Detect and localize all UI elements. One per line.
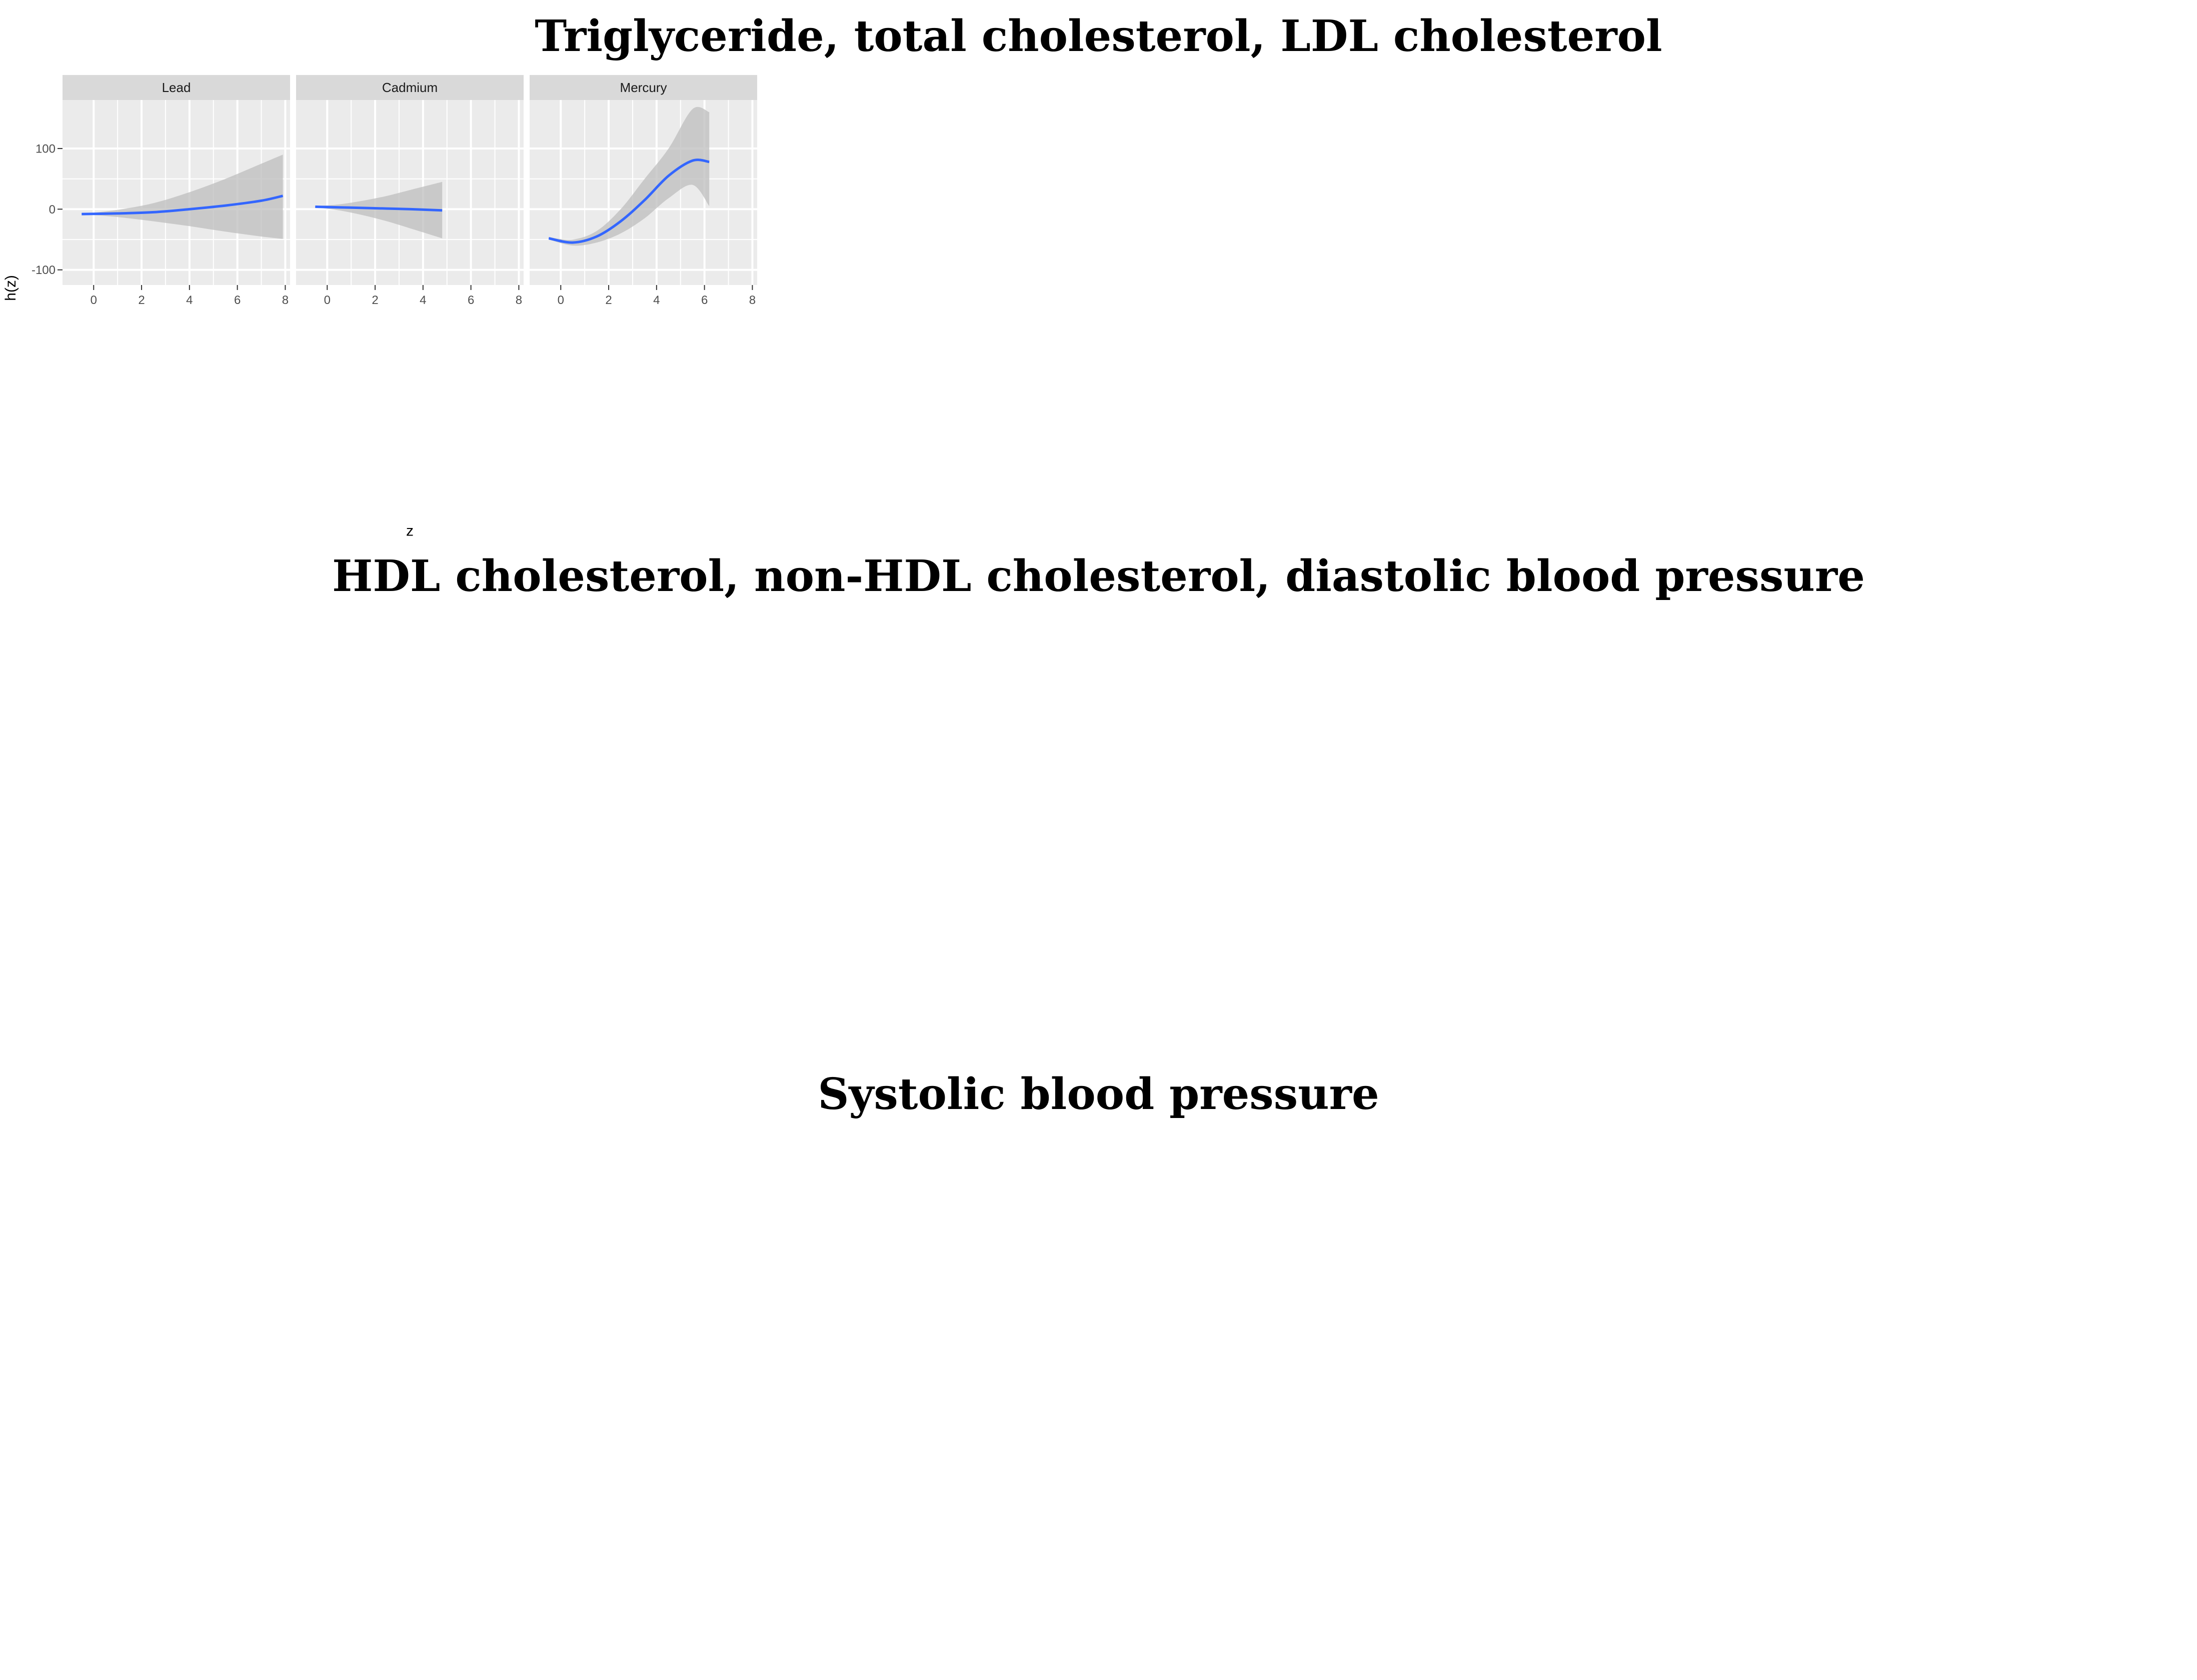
y-tick-label: -100 — [32, 264, 56, 277]
chart-ldl-cholesterol — [1465, 78, 2197, 545]
facet-strip — [296, 75, 524, 100]
confidence-band — [315, 182, 443, 238]
row2-title: HDL cholesterol, non-HDL cholesterol, di… — [332, 551, 1865, 602]
x-tick-label: 4 — [653, 294, 660, 307]
facet-mercury: Mercury 0 2 4 6 8 — [530, 75, 757, 307]
x-tick-label: 6 — [234, 294, 241, 307]
row1-title: Triglyceride, total cholesterol, LDL cho… — [535, 11, 1662, 62]
chart-triglyceride: Lead -100 0 100 0 2 4 6 8 Cadmium 0 2 4 6 8 Mercury 0 2 4 6… — [3, 75, 757, 540]
x-tick-label: 2 — [605, 294, 612, 307]
facet-lead: Lead -100 0 100 0 2 4 6 8 — [32, 75, 290, 307]
x-tick-label: 0 — [558, 294, 564, 307]
chart-diastolic-bp — [1465, 612, 2197, 1058]
estimate-line — [82, 194, 284, 216]
facet-strip — [63, 75, 290, 100]
x-axis-title: z — [406, 523, 414, 540]
y-tick-label: 100 — [36, 142, 56, 156]
x-tick-label: 8 — [516, 294, 522, 307]
confidence-band — [549, 106, 710, 246]
facet-strip — [530, 75, 757, 100]
x-tick-label: 0 — [324, 294, 331, 307]
facet-label: Cadmium — [382, 80, 438, 95]
estimate-line — [548, 158, 710, 244]
facet-label: Lead — [162, 80, 191, 95]
facet-cadmium: Cadmium 0 2 4 6 8 — [296, 75, 524, 307]
confidence-band — [82, 154, 283, 239]
y-axis-title: h(z) — [3, 275, 19, 301]
chart-hdl-cholesterol — [0, 612, 705, 1048]
x-tick-label: 6 — [468, 294, 474, 307]
row3-title: Systolic blood pressure — [818, 1069, 1379, 1120]
x-tick-label: 2 — [372, 294, 378, 307]
chart-systolic-bp — [660, 1132, 1540, 1678]
chart-non-hdl-cholesterol — [735, 612, 1465, 1058]
x-tick-label: 0 — [91, 294, 97, 307]
facet-label: Mercury — [620, 80, 667, 95]
x-tick-label: 8 — [749, 294, 756, 307]
x-tick-label: 4 — [420, 294, 426, 307]
estimate-line — [315, 206, 443, 212]
x-tick-label: 6 — [701, 294, 708, 307]
chart-total-cholesterol — [735, 75, 1465, 525]
x-tick-label: 8 — [282, 294, 289, 307]
x-tick-label: 2 — [138, 294, 145, 307]
x-tick-label: 4 — [186, 294, 193, 307]
y-tick-label: 0 — [49, 203, 56, 216]
